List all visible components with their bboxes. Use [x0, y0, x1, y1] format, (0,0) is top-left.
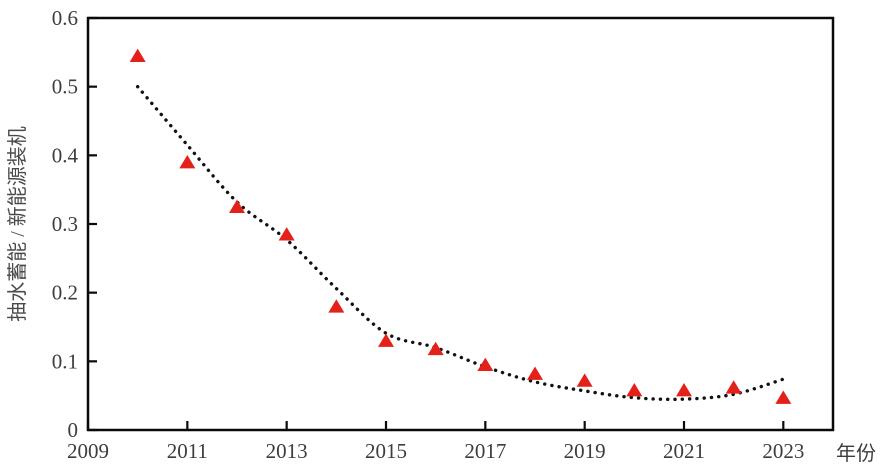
- axis-ticks: [86, 16, 785, 432]
- data-point-triangle: [626, 382, 643, 397]
- x-tick-label: 2023: [762, 439, 804, 463]
- y-tick-label: 0.6: [52, 6, 78, 30]
- x-tick-label: 2017: [464, 439, 506, 463]
- scatter-points: [129, 48, 792, 404]
- trendline-path: [135, 84, 785, 402]
- data-point-triangle: [676, 382, 692, 397]
- y-axis-title: 抽水蓄能 / 新能源装机: [6, 126, 29, 322]
- data-point-triangle: [378, 333, 394, 347]
- y-tick-label: 0: [68, 418, 79, 442]
- y-tick-label: 0.5: [52, 75, 78, 99]
- y-tick-label: 0.1: [52, 349, 78, 373]
- x-tick-label: 2021: [663, 439, 705, 463]
- data-point-triangle: [229, 199, 245, 214]
- data-point-triangle: [427, 341, 444, 356]
- y-tick-label: 0.2: [52, 281, 78, 305]
- y-tick-label: 0.3: [52, 212, 78, 236]
- data-point-triangle: [278, 227, 295, 241]
- data-point-triangle: [129, 48, 146, 62]
- data-point-triangle: [527, 366, 543, 380]
- trendline: [135, 84, 785, 402]
- data-point-triangle: [328, 299, 345, 313]
- x-tick-label: 2013: [266, 439, 308, 463]
- data-point-triangle: [477, 357, 494, 371]
- plot-border: [86, 16, 835, 432]
- data-point-triangle: [775, 390, 792, 404]
- x-tick-label: 2009: [67, 439, 109, 463]
- y-tick-label: 0.4: [52, 143, 79, 167]
- plot-area: [86, 16, 835, 432]
- data-point-triangle: [725, 380, 742, 394]
- data-point-triangle: [576, 373, 593, 387]
- x-tick-label: 2011: [167, 439, 208, 463]
- x-tick-label: 2015: [365, 439, 407, 463]
- y-tick-labels: 0 0.1 0.2 0.3 0.4 0.5 0.6: [52, 6, 79, 442]
- x-tick-labels: 2009 2011 2013 2015 2017 2019 2021 2023: [67, 439, 804, 463]
- x-tick-label: 2019: [564, 439, 606, 463]
- x-axis-title: 年份: [836, 442, 876, 465]
- data-point-triangle: [179, 155, 196, 169]
